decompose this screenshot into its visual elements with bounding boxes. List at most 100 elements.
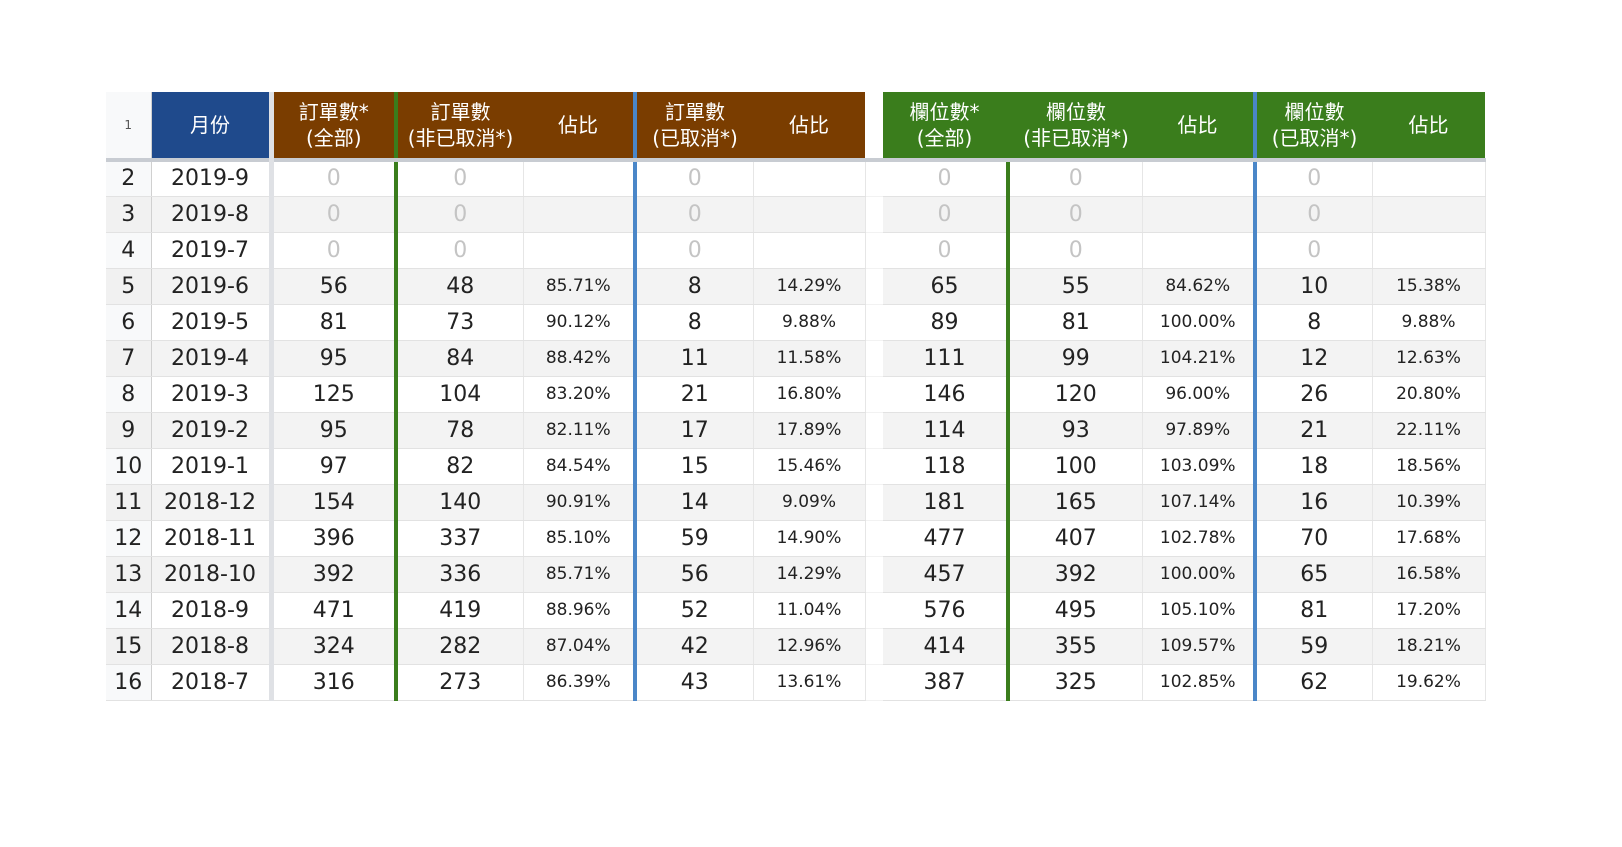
cell-orders-active[interactable]: 48: [394, 268, 524, 305]
cell-orders-cancelled[interactable]: 14: [633, 484, 754, 521]
header-orders-cancelled[interactable]: 訂單數 (已取消*): [633, 92, 753, 162]
cell-orders-cancelled-pct[interactable]: [753, 160, 866, 197]
cell-month[interactable]: 2018-12: [151, 484, 274, 521]
cell-slots-cancelled-pct[interactable]: [1372, 160, 1486, 197]
cell-slots-cancelled[interactable]: 12: [1253, 340, 1373, 377]
cell-orders-cancelled[interactable]: 8: [633, 268, 754, 305]
cell-slots-active-pct[interactable]: 84.62%: [1142, 268, 1256, 305]
cell-slots-all[interactable]: 0: [883, 196, 1009, 233]
cell-slots-active-pct[interactable]: 109.57%: [1142, 628, 1256, 665]
cell-slots-active[interactable]: 55: [1006, 268, 1143, 305]
cell-slots-cancelled-pct[interactable]: 19.62%: [1372, 664, 1486, 701]
header-slots-active[interactable]: 欄位數 (非已取消*): [1006, 92, 1142, 162]
cell-slots-cancelled[interactable]: 16: [1253, 484, 1373, 521]
cell-slots-active[interactable]: 99: [1006, 340, 1143, 377]
cell-orders-cancelled-pct[interactable]: 12.96%: [753, 628, 866, 665]
cell-orders-active[interactable]: 419: [394, 592, 524, 629]
cell-slots-active-pct[interactable]: 100.00%: [1142, 556, 1256, 593]
cell-orders-cancelled[interactable]: 11: [633, 340, 754, 377]
cell-orders-active-pct[interactable]: 90.91%: [523, 484, 636, 521]
cell-orders-cancelled[interactable]: 21: [633, 376, 754, 413]
cell-slots-active[interactable]: 392: [1006, 556, 1143, 593]
row-number[interactable]: 16: [106, 664, 152, 701]
cell-orders-cancelled-pct[interactable]: 11.04%: [753, 592, 866, 629]
row-number[interactable]: 10: [106, 448, 152, 485]
cell-orders-cancelled-pct[interactable]: 11.58%: [753, 340, 866, 377]
row-number[interactable]: 6: [106, 304, 152, 341]
cell-orders-all[interactable]: 471: [271, 592, 397, 629]
cell-slots-active[interactable]: 407: [1006, 520, 1143, 557]
row-number[interactable]: 15: [106, 628, 152, 665]
row-number[interactable]: 2: [106, 160, 152, 197]
cell-slots-all[interactable]: 111: [883, 340, 1009, 377]
cell-orders-cancelled-pct[interactable]: 9.88%: [753, 304, 866, 341]
cell-orders-active[interactable]: 84: [394, 340, 524, 377]
cell-month[interactable]: 2019-1: [151, 448, 274, 485]
cell-orders-cancelled-pct[interactable]: 17.89%: [753, 412, 866, 449]
cell-slots-all[interactable]: 457: [883, 556, 1009, 593]
row-number[interactable]: 12: [106, 520, 152, 557]
cell-slots-active[interactable]: 120: [1006, 376, 1143, 413]
cell-slots-active-pct[interactable]: [1142, 196, 1256, 233]
cell-orders-active-pct[interactable]: 88.42%: [523, 340, 636, 377]
cell-slots-active[interactable]: 355: [1006, 628, 1143, 665]
cell-orders-all[interactable]: 324: [271, 628, 397, 665]
cell-orders-cancelled[interactable]: 0: [633, 160, 754, 197]
cell-orders-active[interactable]: 336: [394, 556, 524, 593]
cell-orders-active-pct[interactable]: 87.04%: [523, 628, 636, 665]
cell-slots-active[interactable]: 0: [1006, 232, 1143, 269]
cell-orders-all[interactable]: 396: [271, 520, 397, 557]
cell-slots-cancelled-pct[interactable]: 10.39%: [1372, 484, 1486, 521]
cell-slots-active-pct[interactable]: [1142, 232, 1256, 269]
cell-month[interactable]: 2019-3: [151, 376, 274, 413]
cell-slots-cancelled[interactable]: 62: [1253, 664, 1373, 701]
cell-slots-active-pct[interactable]: [1142, 160, 1256, 197]
row-number[interactable]: 4: [106, 232, 152, 269]
cell-month[interactable]: 2019-6: [151, 268, 274, 305]
cell-slots-cancelled[interactable]: 18: [1253, 448, 1373, 485]
cell-orders-cancelled-pct[interactable]: 16.80%: [753, 376, 866, 413]
cell-slots-all[interactable]: 576: [883, 592, 1009, 629]
cell-slots-cancelled-pct[interactable]: [1372, 196, 1486, 233]
cell-orders-cancelled[interactable]: 52: [633, 592, 754, 629]
row-number[interactable]: 1: [106, 92, 152, 162]
cell-month[interactable]: 2019-7: [151, 232, 274, 269]
cell-slots-cancelled[interactable]: 0: [1253, 232, 1373, 269]
cell-orders-cancelled[interactable]: 8: [633, 304, 754, 341]
cell-orders-active-pct[interactable]: 85.71%: [523, 268, 636, 305]
cell-month[interactable]: 2018-10: [151, 556, 274, 593]
cell-orders-all[interactable]: 154: [271, 484, 397, 521]
cell-slots-cancelled[interactable]: 10: [1253, 268, 1373, 305]
cell-month[interactable]: 2019-2: [151, 412, 274, 449]
cell-slots-all[interactable]: 0: [883, 160, 1009, 197]
cell-orders-cancelled[interactable]: 0: [633, 196, 754, 233]
cell-slots-all[interactable]: 0: [883, 232, 1009, 269]
cell-slots-active-pct[interactable]: 100.00%: [1142, 304, 1256, 341]
cell-slots-active[interactable]: 100: [1006, 448, 1143, 485]
cell-orders-cancelled[interactable]: 15: [633, 448, 754, 485]
cell-orders-active[interactable]: 0: [394, 232, 524, 269]
cell-slots-all[interactable]: 65: [883, 268, 1009, 305]
cell-orders-all[interactable]: 95: [271, 412, 397, 449]
cell-slots-cancelled-pct[interactable]: 12.63%: [1372, 340, 1486, 377]
cell-orders-active[interactable]: 282: [394, 628, 524, 665]
cell-month[interactable]: 2018-7: [151, 664, 274, 701]
cell-orders-active-pct[interactable]: [523, 160, 636, 197]
cell-slots-active-pct[interactable]: 104.21%: [1142, 340, 1256, 377]
cell-orders-cancelled-pct[interactable]: 15.46%: [753, 448, 866, 485]
cell-slots-cancelled-pct[interactable]: 16.58%: [1372, 556, 1486, 593]
row-number[interactable]: 3: [106, 196, 152, 233]
cell-slots-active-pct[interactable]: 96.00%: [1142, 376, 1256, 413]
row-number[interactable]: 7: [106, 340, 152, 377]
cell-orders-active-pct[interactable]: [523, 196, 636, 233]
cell-orders-active[interactable]: 0: [394, 196, 524, 233]
header-orders-cancelled-pct[interactable]: 佔比: [753, 92, 865, 162]
cell-slots-all[interactable]: 118: [883, 448, 1009, 485]
cell-month[interactable]: 2019-4: [151, 340, 274, 377]
cell-orders-active-pct[interactable]: 85.71%: [523, 556, 636, 593]
cell-slots-active-pct[interactable]: 97.89%: [1142, 412, 1256, 449]
cell-slots-active[interactable]: 81: [1006, 304, 1143, 341]
cell-slots-active-pct[interactable]: 105.10%: [1142, 592, 1256, 629]
cell-month[interactable]: 2018-11: [151, 520, 274, 557]
cell-orders-all[interactable]: 316: [271, 664, 397, 701]
